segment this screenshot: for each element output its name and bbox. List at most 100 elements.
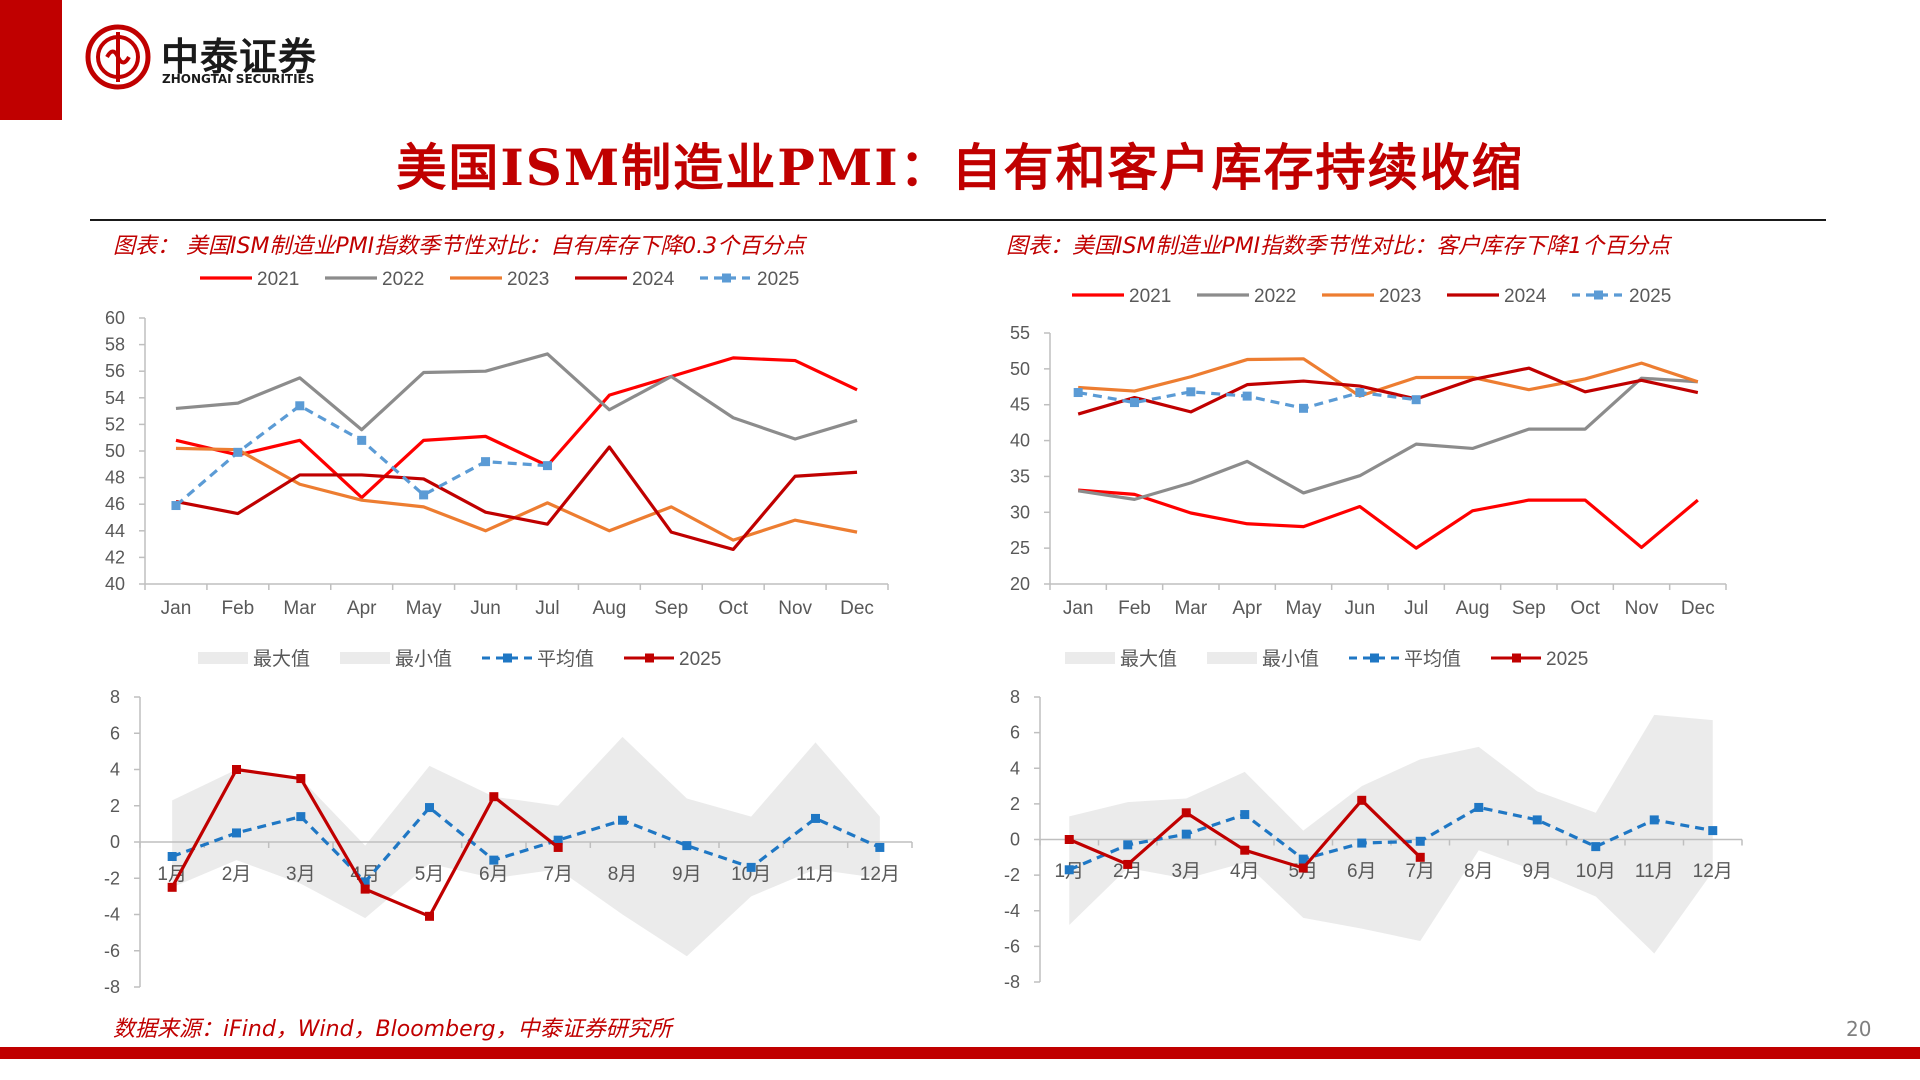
legend-label: 平均值 xyxy=(1404,648,1461,670)
page-title: 美国ISM制造业PMI：自有和客户库存持续收缩 xyxy=(396,138,1524,197)
page-number: 20 xyxy=(1846,1017,1872,1041)
x-tick-label: Sep xyxy=(1512,598,1546,619)
y-tick-label: 8 xyxy=(1010,687,1020,707)
data-point-2025 xyxy=(1130,398,1139,408)
data-point-平均值 xyxy=(875,842,885,852)
legend-swatch-marker xyxy=(503,653,512,663)
data-point-平均值 xyxy=(1532,815,1542,825)
data-point-平均值 xyxy=(1708,826,1718,836)
x-tick-label: Dec xyxy=(840,598,874,619)
legend-swatch-band xyxy=(1065,652,1115,664)
legend-label: 最小值 xyxy=(1262,648,1319,670)
legend-label: 最大值 xyxy=(1120,648,1177,670)
legend-swatch-marker xyxy=(722,273,731,283)
x-tick-label: 1月 xyxy=(157,864,187,885)
data-point-平均值 xyxy=(746,862,756,872)
data-point-平均值 xyxy=(1357,838,1367,848)
data-point-2025 xyxy=(1415,852,1425,862)
y-tick-label: -2 xyxy=(1004,865,1020,885)
y-tick-label: 4 xyxy=(110,760,120,780)
legend-swatch-marker xyxy=(1512,653,1521,663)
y-tick-label: -6 xyxy=(104,941,120,961)
y-tick-label: 50 xyxy=(1010,359,1030,379)
left-chart-title: 图表： 美国ISM制造业PMI指数季节性对比：自有库存下降0.3个百分点 xyxy=(113,234,806,259)
x-tick-label: 3月 xyxy=(286,864,316,885)
series-line-2022 xyxy=(175,352,858,441)
legend-label: 2022 xyxy=(1254,286,1296,307)
y-tick-label: 48 xyxy=(105,468,125,488)
data-point-2025 xyxy=(233,447,243,457)
data-point-2025 xyxy=(1240,845,1250,855)
data-point-2025 xyxy=(295,401,305,411)
zhongtai-logo-icon xyxy=(85,24,151,90)
series-line-2021 xyxy=(1078,488,1699,550)
data-point-平均值 xyxy=(682,841,692,851)
data-point-2025 xyxy=(357,435,367,445)
legend-label: 2025 xyxy=(1546,649,1588,670)
x-tick-label: 9月 xyxy=(1522,861,1552,882)
x-tick-label: 5月 xyxy=(415,864,445,885)
x-tick-label: 6月 xyxy=(479,864,509,885)
y-tick-label: -4 xyxy=(1004,901,1020,921)
legend-swatch-band xyxy=(198,652,248,664)
legend-label: 2024 xyxy=(632,269,675,290)
y-tick-label: -8 xyxy=(1004,972,1020,992)
footer-bar xyxy=(0,1047,1920,1059)
data-point-2025 xyxy=(1064,835,1074,844)
y-tick-label: 44 xyxy=(105,521,125,541)
max-min-band xyxy=(1069,714,1713,954)
data-point-2025 xyxy=(1357,795,1367,805)
data-point-平均值 xyxy=(811,813,820,823)
x-tick-label: 4月 xyxy=(350,864,380,885)
data-point-平均值 xyxy=(296,812,306,822)
data-point-平均值 xyxy=(1415,836,1425,846)
y-tick-label: 30 xyxy=(1010,502,1030,522)
data-point-平均值 xyxy=(618,815,627,825)
legend-swatch-marker xyxy=(1370,653,1379,663)
y-tick-label: 40 xyxy=(1010,431,1030,451)
data-point-2025 xyxy=(419,490,429,500)
data-point-平均值 xyxy=(1474,802,1484,812)
x-tick-label: 8月 xyxy=(1464,861,1494,882)
y-tick-label: 42 xyxy=(105,547,125,567)
x-tick-label: Dec xyxy=(1681,598,1715,619)
legend-label: 2022 xyxy=(382,269,424,290)
y-tick-label: 2 xyxy=(110,796,120,816)
x-tick-label: 7月 xyxy=(543,864,573,885)
x-tick-label: Feb xyxy=(1118,598,1151,619)
x-tick-label: Jul xyxy=(535,598,559,619)
y-tick-label: 40 xyxy=(105,574,125,594)
y-tick-label: -6 xyxy=(1004,936,1020,956)
x-tick-label: 11月 xyxy=(1635,861,1674,882)
data-point-2025 xyxy=(1299,403,1308,413)
x-tick-label: Apr xyxy=(1232,598,1262,619)
y-tick-label: 56 xyxy=(105,361,125,381)
brand-name-en: ZHONGTAI SECURITIES xyxy=(162,72,315,86)
y-tick-label: 58 xyxy=(105,335,125,355)
x-tick-label: Mar xyxy=(1174,598,1207,619)
x-tick-label: 11月 xyxy=(796,864,835,885)
x-tick-label: Jan xyxy=(161,598,192,619)
x-tick-label: Feb xyxy=(222,598,255,619)
y-tick-label: 60 xyxy=(105,308,125,328)
series-line-平均值 xyxy=(1068,805,1714,872)
data-point-平均值 xyxy=(232,828,241,838)
legend-swatch-marker xyxy=(645,653,654,663)
data-point-2025 xyxy=(1242,391,1252,401)
y-tick-label: 20 xyxy=(1010,574,1030,594)
x-tick-label: Jan xyxy=(1063,598,1094,619)
data-point-平均值 xyxy=(1064,865,1074,875)
legend-label: 2021 xyxy=(1129,286,1171,307)
y-tick-label: 54 xyxy=(105,388,125,408)
x-tick-label: Nov xyxy=(1625,598,1659,619)
series-line-2024 xyxy=(1077,366,1699,416)
y-tick-label: 6 xyxy=(1010,723,1020,743)
data-point-2025 xyxy=(296,774,306,784)
x-tick-label: Nov xyxy=(778,598,812,619)
data-source-note: 数据来源：iFind，Wind，Bloomberg，中泰证券研究所 xyxy=(113,1017,672,1042)
x-tick-label: 7月 xyxy=(1405,861,1435,882)
x-tick-label: 12月 xyxy=(860,864,900,885)
